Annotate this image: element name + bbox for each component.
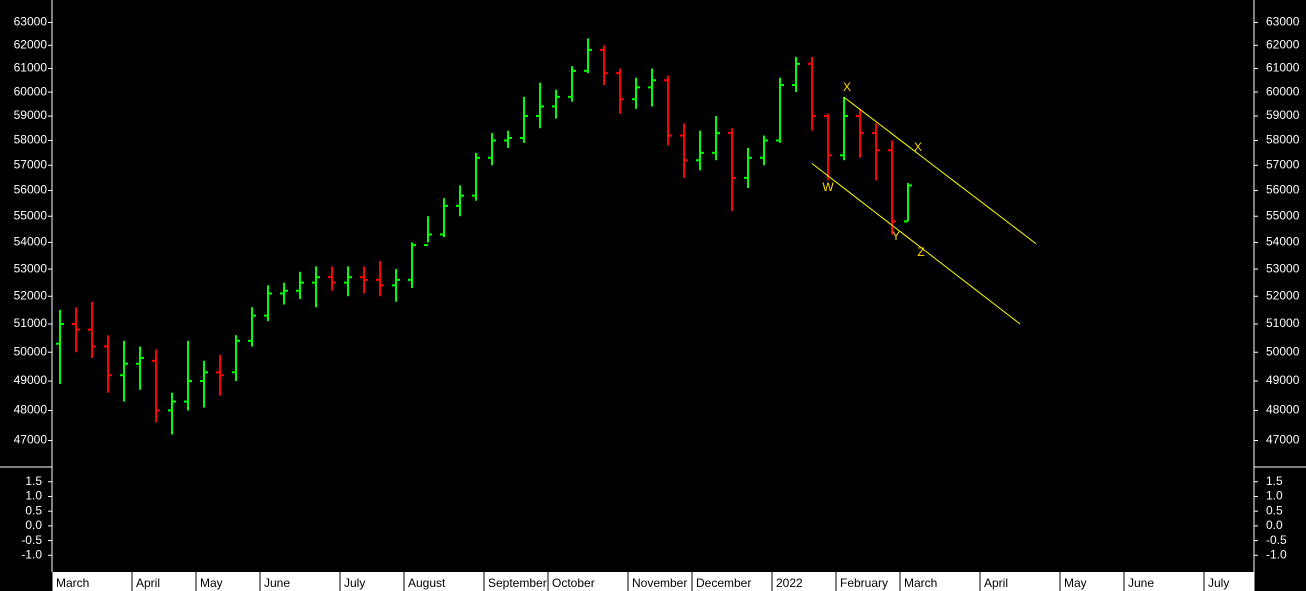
y-tick-label: 57000 bbox=[1266, 157, 1300, 171]
y-tick-label: 54000 bbox=[14, 235, 48, 249]
y-tick-label: 54000 bbox=[1266, 235, 1300, 249]
annotation: Y bbox=[892, 229, 900, 243]
y-tick-label: 62000 bbox=[14, 37, 48, 51]
y-tick-label: 49000 bbox=[1266, 373, 1300, 387]
y-tick-label: 50000 bbox=[14, 344, 48, 358]
x-tick-label: February bbox=[840, 576, 888, 590]
x-tick-label: December bbox=[696, 576, 751, 590]
y-tick-label: 51000 bbox=[1266, 316, 1300, 330]
indicator-tick-label: 1.5 bbox=[25, 474, 42, 488]
x-tick-label: April bbox=[984, 576, 1008, 590]
annotation: W bbox=[822, 180, 834, 194]
y-tick-label: 58000 bbox=[14, 133, 48, 147]
x-tick-label: July bbox=[1208, 576, 1229, 590]
y-tick-label: 50000 bbox=[1266, 344, 1300, 358]
indicator-tick-label: 1.0 bbox=[1266, 489, 1283, 503]
indicator-tick-label: 0.5 bbox=[1266, 503, 1283, 517]
x-tick-label: March bbox=[904, 576, 937, 590]
x-tick-label: May bbox=[200, 576, 223, 590]
x-tick-label: November bbox=[632, 576, 687, 590]
y-tick-label: 61000 bbox=[1266, 61, 1300, 75]
indicator-tick-label: -0.5 bbox=[1266, 533, 1287, 547]
y-tick-label: 60000 bbox=[14, 84, 48, 98]
x-tick-label: 2022 bbox=[776, 576, 803, 590]
y-tick-label: 63000 bbox=[14, 15, 48, 29]
x-tick-label: June bbox=[1128, 576, 1154, 590]
y-tick-label: 47000 bbox=[14, 433, 48, 447]
trend-line bbox=[843, 96, 1037, 245]
y-tick-label: 51000 bbox=[14, 316, 48, 330]
x-tick-label: May bbox=[1064, 576, 1087, 590]
x-axis-strip bbox=[52, 572, 1254, 591]
indicator-tick-label: 0.0 bbox=[1266, 518, 1283, 532]
y-tick-label: 59000 bbox=[14, 108, 48, 122]
x-tick-label: April bbox=[136, 576, 160, 590]
x-tick-label: March bbox=[56, 576, 89, 590]
annotation: Z bbox=[917, 245, 924, 259]
y-tick-label: 48000 bbox=[14, 403, 48, 417]
y-tick-label: 58000 bbox=[1266, 133, 1300, 147]
y-tick-label: 57000 bbox=[14, 157, 48, 171]
x-tick-label: October bbox=[552, 576, 595, 590]
y-tick-label: 62000 bbox=[1266, 37, 1300, 51]
x-tick-label: August bbox=[408, 576, 446, 590]
indicator-tick-label: 0.5 bbox=[25, 503, 42, 517]
y-tick-label: 53000 bbox=[14, 261, 48, 275]
x-tick-label: September bbox=[488, 576, 547, 590]
indicator-tick-label: 1.0 bbox=[25, 489, 42, 503]
y-tick-label: 53000 bbox=[1266, 261, 1300, 275]
y-tick-label: 49000 bbox=[14, 373, 48, 387]
y-tick-label: 61000 bbox=[14, 61, 48, 75]
indicator-tick-label: 0.0 bbox=[25, 518, 42, 532]
y-tick-label: 52000 bbox=[1266, 288, 1300, 302]
annotation: X bbox=[914, 140, 922, 154]
y-tick-label: 56000 bbox=[1266, 183, 1300, 197]
y-tick-label: 48000 bbox=[1266, 403, 1300, 417]
y-tick-label: 55000 bbox=[14, 208, 48, 222]
y-tick-label: 63000 bbox=[1266, 15, 1300, 29]
indicator-tick-label: -0.5 bbox=[21, 533, 42, 547]
y-tick-label: 52000 bbox=[14, 288, 48, 302]
indicator-tick-label: 1.5 bbox=[1266, 474, 1283, 488]
indicator-tick-label: -1.0 bbox=[1266, 547, 1287, 561]
y-tick-label: 60000 bbox=[1266, 84, 1300, 98]
y-tick-label: 59000 bbox=[1266, 108, 1300, 122]
indicator-tick-label: -1.0 bbox=[21, 547, 42, 561]
y-tick-label: 47000 bbox=[1266, 433, 1300, 447]
x-tick-label: July bbox=[344, 576, 365, 590]
y-tick-label: 56000 bbox=[14, 183, 48, 197]
x-tick-label: June bbox=[264, 576, 290, 590]
annotation: X bbox=[843, 80, 851, 94]
y-tick-label: 55000 bbox=[1266, 208, 1300, 222]
trend-line bbox=[811, 163, 1021, 325]
